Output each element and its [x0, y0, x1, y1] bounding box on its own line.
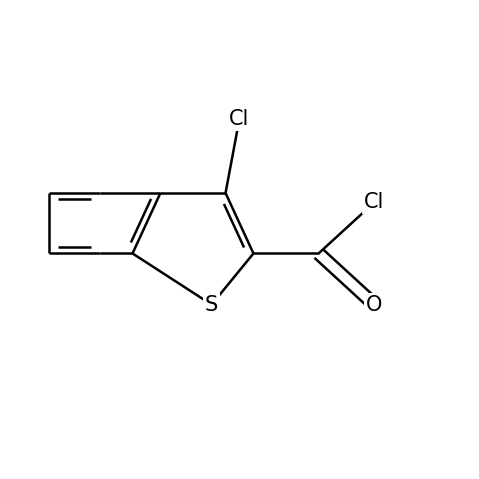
Text: Cl: Cl	[364, 192, 385, 212]
Text: O: O	[366, 295, 383, 315]
Text: S: S	[205, 295, 218, 315]
Text: Cl: Cl	[229, 109, 250, 128]
